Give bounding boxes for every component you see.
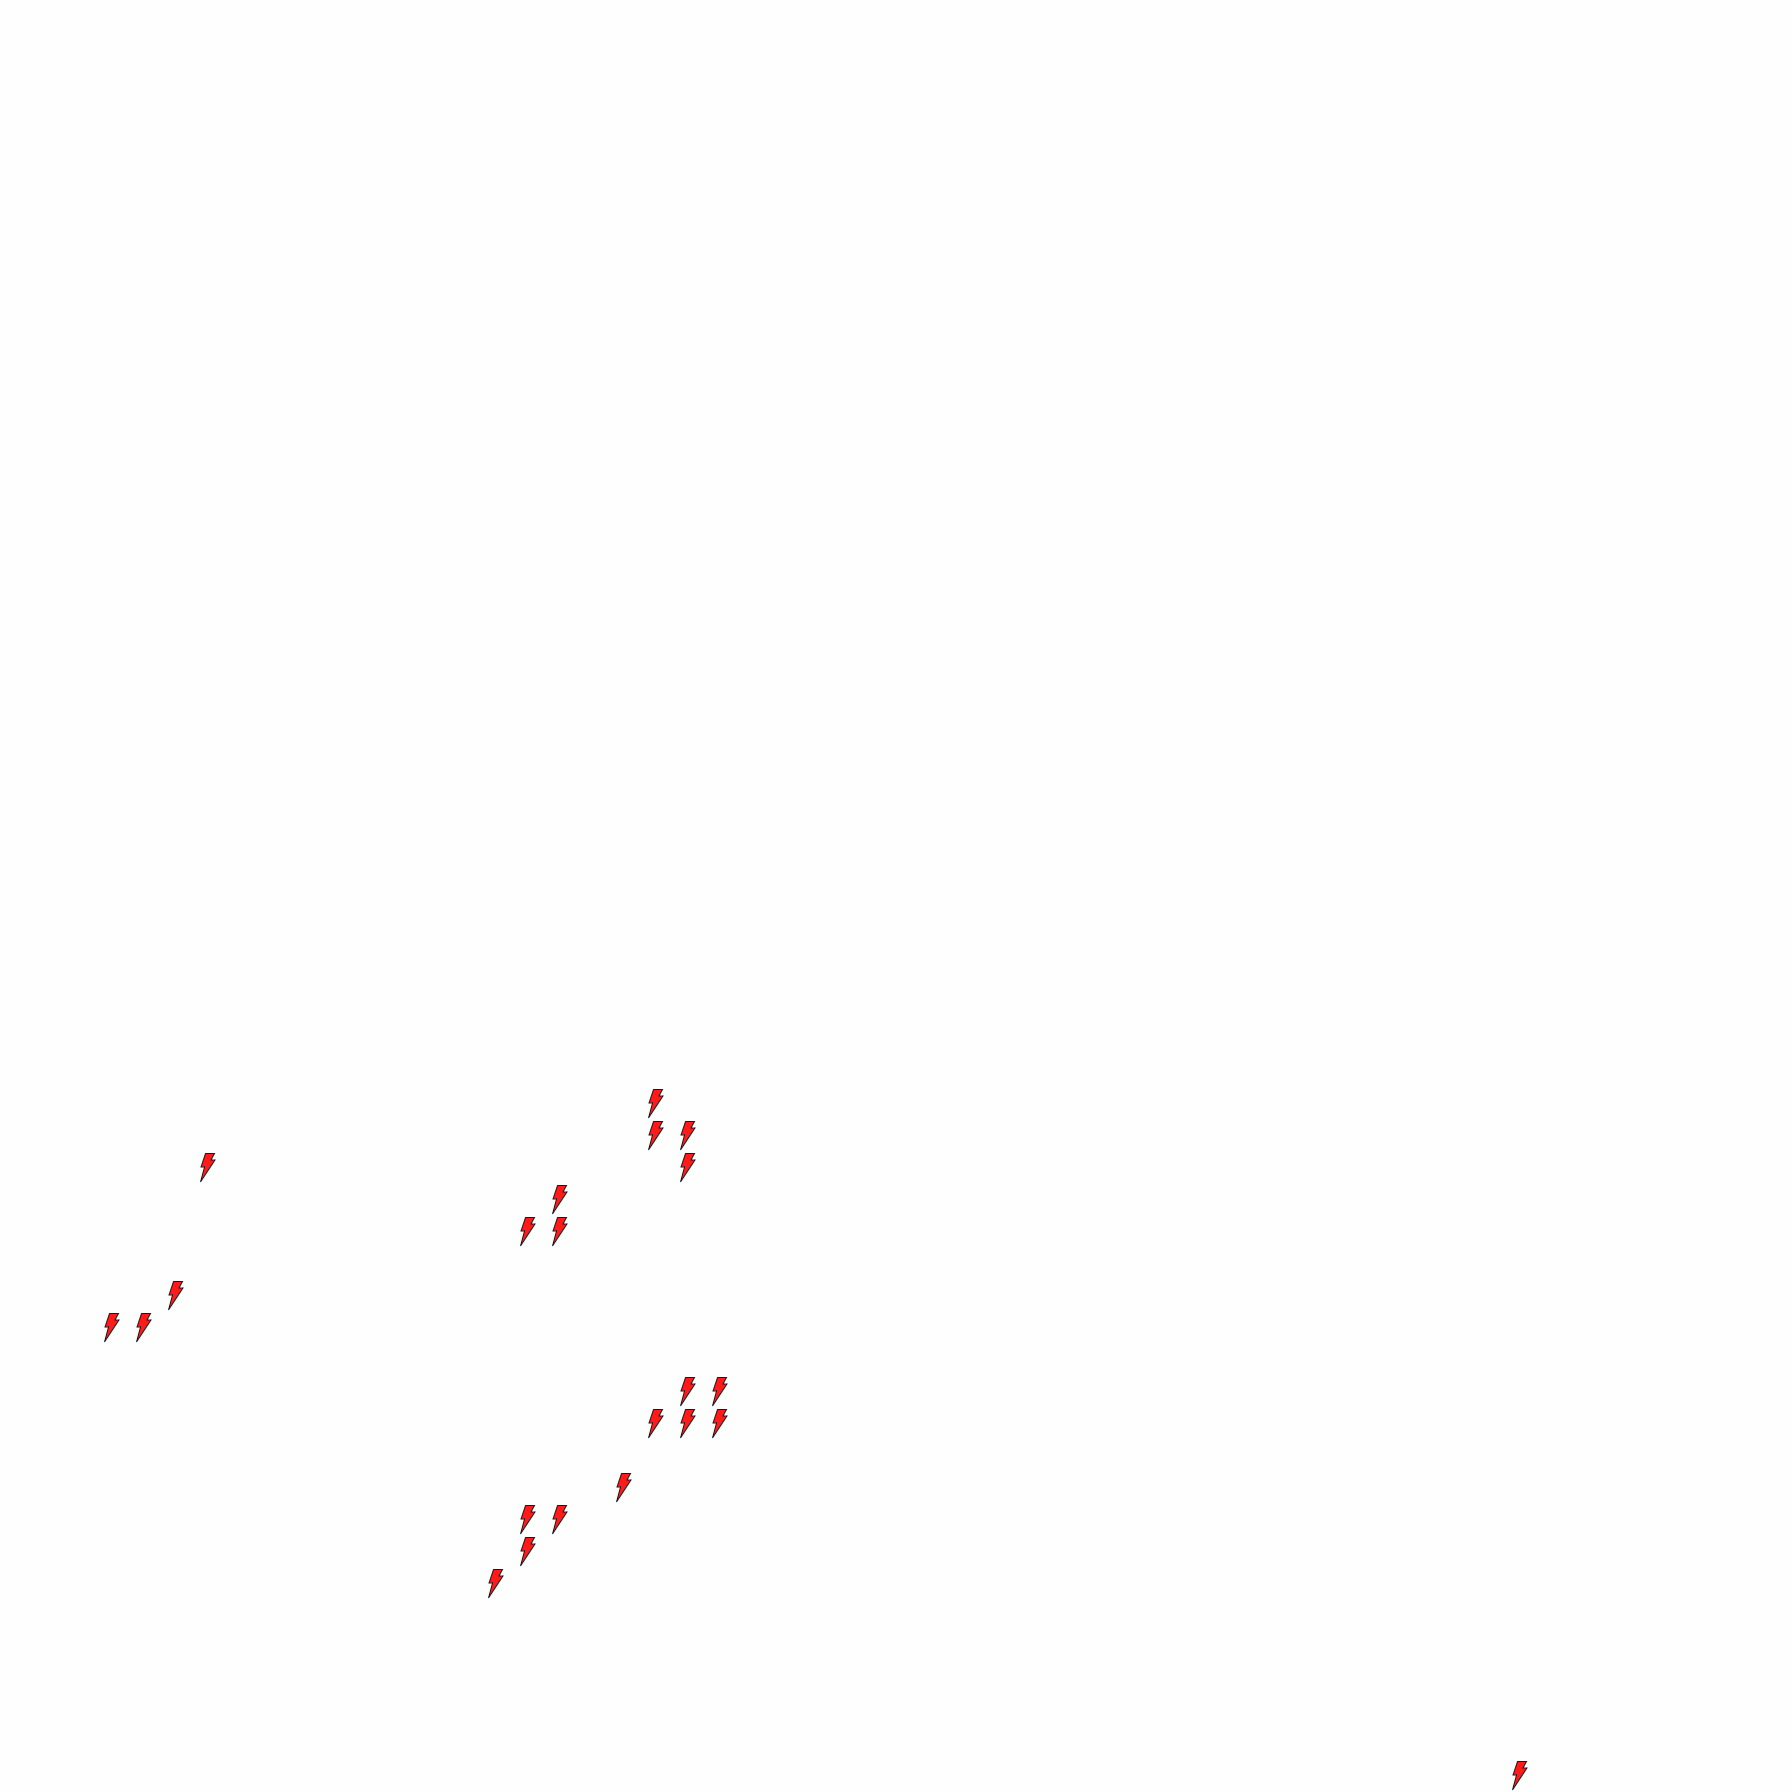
lightning-marker[interactable]	[711, 1377, 729, 1407]
lightning-bolt-icon	[648, 1089, 664, 1119]
lightning-bolt-icon	[680, 1121, 696, 1151]
lightning-bolt-icon	[520, 1217, 536, 1247]
lightning-bolt-icon	[200, 1153, 216, 1183]
lightning-bolt-icon	[552, 1505, 568, 1535]
lightning-bolt-icon	[648, 1121, 664, 1151]
lightning-marker[interactable]	[679, 1409, 697, 1439]
lightning-bolt-icon	[680, 1153, 696, 1183]
lightning-marker[interactable]	[487, 1569, 505, 1599]
lightning-marker[interactable]	[647, 1121, 665, 1151]
lightning-marker[interactable]	[167, 1281, 185, 1311]
lightning-marker[interactable]	[519, 1217, 537, 1247]
lightning-bolt-icon	[616, 1473, 632, 1503]
lightning-marker[interactable]	[679, 1153, 697, 1183]
lightning-marker[interactable]	[1511, 1761, 1529, 1791]
lightning-marker[interactable]	[519, 1537, 537, 1567]
lightning-marker[interactable]	[679, 1121, 697, 1151]
lightning-bolt-icon	[680, 1409, 696, 1439]
lightning-marker[interactable]	[551, 1505, 569, 1535]
lightning-bolt-icon	[104, 1313, 120, 1343]
lightning-bolt-icon	[136, 1313, 152, 1343]
lightning-bolt-icon	[712, 1377, 728, 1407]
lightning-bolt-icon	[520, 1505, 536, 1535]
lightning-bolt-icon	[552, 1217, 568, 1247]
lightning-bolt-icon	[648, 1409, 664, 1439]
lightning-marker[interactable]	[615, 1473, 633, 1503]
lightning-bolt-icon	[680, 1377, 696, 1407]
lightning-marker[interactable]	[647, 1409, 665, 1439]
lightning-bolt-icon	[1512, 1761, 1528, 1791]
lightning-bolt-icon	[488, 1569, 504, 1599]
lightning-marker[interactable]	[551, 1217, 569, 1247]
lightning-bolt-icon	[168, 1281, 184, 1311]
lightning-bolt-icon	[520, 1537, 536, 1567]
lightning-bolt-icon	[712, 1409, 728, 1439]
lightning-marker[interactable]	[135, 1313, 153, 1343]
lightning-bolt-icon	[552, 1185, 568, 1215]
lightning-marker[interactable]	[711, 1409, 729, 1439]
lightning-marker[interactable]	[199, 1153, 217, 1183]
lightning-marker[interactable]	[519, 1505, 537, 1535]
lightning-marker[interactable]	[551, 1185, 569, 1215]
lightning-marker[interactable]	[103, 1313, 121, 1343]
lightning-marker[interactable]	[679, 1377, 697, 1407]
lightning-marker[interactable]	[647, 1089, 665, 1119]
